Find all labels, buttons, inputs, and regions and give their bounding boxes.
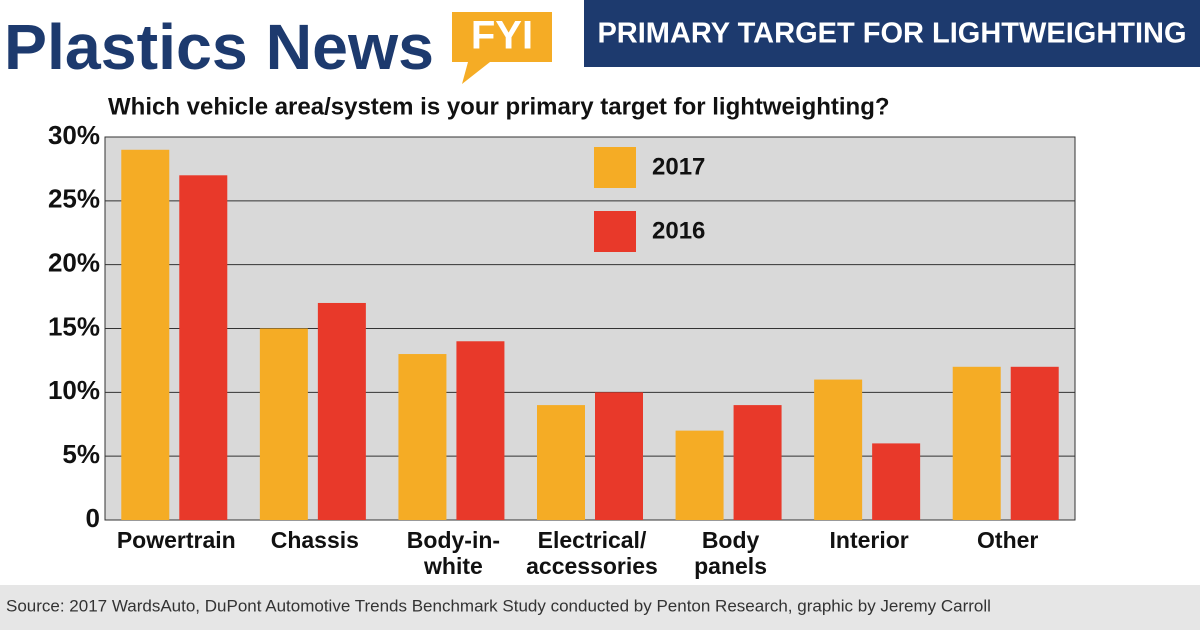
y-tick-label: 30% <box>48 120 100 150</box>
bar <box>456 341 505 520</box>
bar <box>179 175 228 521</box>
bar <box>952 366 1001 520</box>
y-tick-label: 10% <box>48 375 100 405</box>
y-tick-label: 20% <box>48 248 100 278</box>
bar <box>872 443 921 520</box>
x-tick-label: Electrical/accessories <box>526 527 658 579</box>
y-tick-label: 5% <box>62 439 100 469</box>
x-tick-label: Interior <box>830 527 909 553</box>
y-tick-label: 15% <box>48 311 100 341</box>
bar <box>398 354 447 520</box>
x-tick-label: Body panels <box>694 527 767 579</box>
legend-label: 2017 <box>652 153 705 180</box>
y-tick-label: 0 <box>86 503 100 533</box>
y-tick-label: 25% <box>48 184 100 214</box>
bar <box>259 328 308 520</box>
source: Source: 2017 WardsAuto, DuPont Automotiv… <box>6 596 991 615</box>
bar <box>121 149 170 520</box>
legend-swatch <box>594 211 636 252</box>
x-tick-label: Chassis <box>271 527 359 553</box>
logo: Plastics News <box>4 11 434 83</box>
bar <box>595 392 643 520</box>
badge: FYI <box>471 14 533 58</box>
bar <box>1010 366 1059 520</box>
badge-bubble <box>452 12 552 84</box>
bar <box>537 405 585 520</box>
legend-label: 2016 <box>652 217 705 244</box>
legend-swatch <box>594 147 636 188</box>
x-tick-label: Body-in-white <box>407 527 500 579</box>
bar <box>814 379 863 520</box>
banner-bg <box>584 0 1200 67</box>
banner: PRIMARY TARGET FOR LIGHTWEIGHTING <box>597 18 1186 50</box>
x-tick-label: Powertrain <box>117 527 236 553</box>
x-tick-label: Other <box>977 527 1038 553</box>
bar <box>317 302 366 520</box>
bar <box>675 430 724 520</box>
chart-title: Which vehicle area/system is your primar… <box>108 93 890 120</box>
bar <box>733 405 782 520</box>
footer-bg <box>0 585 1200 630</box>
